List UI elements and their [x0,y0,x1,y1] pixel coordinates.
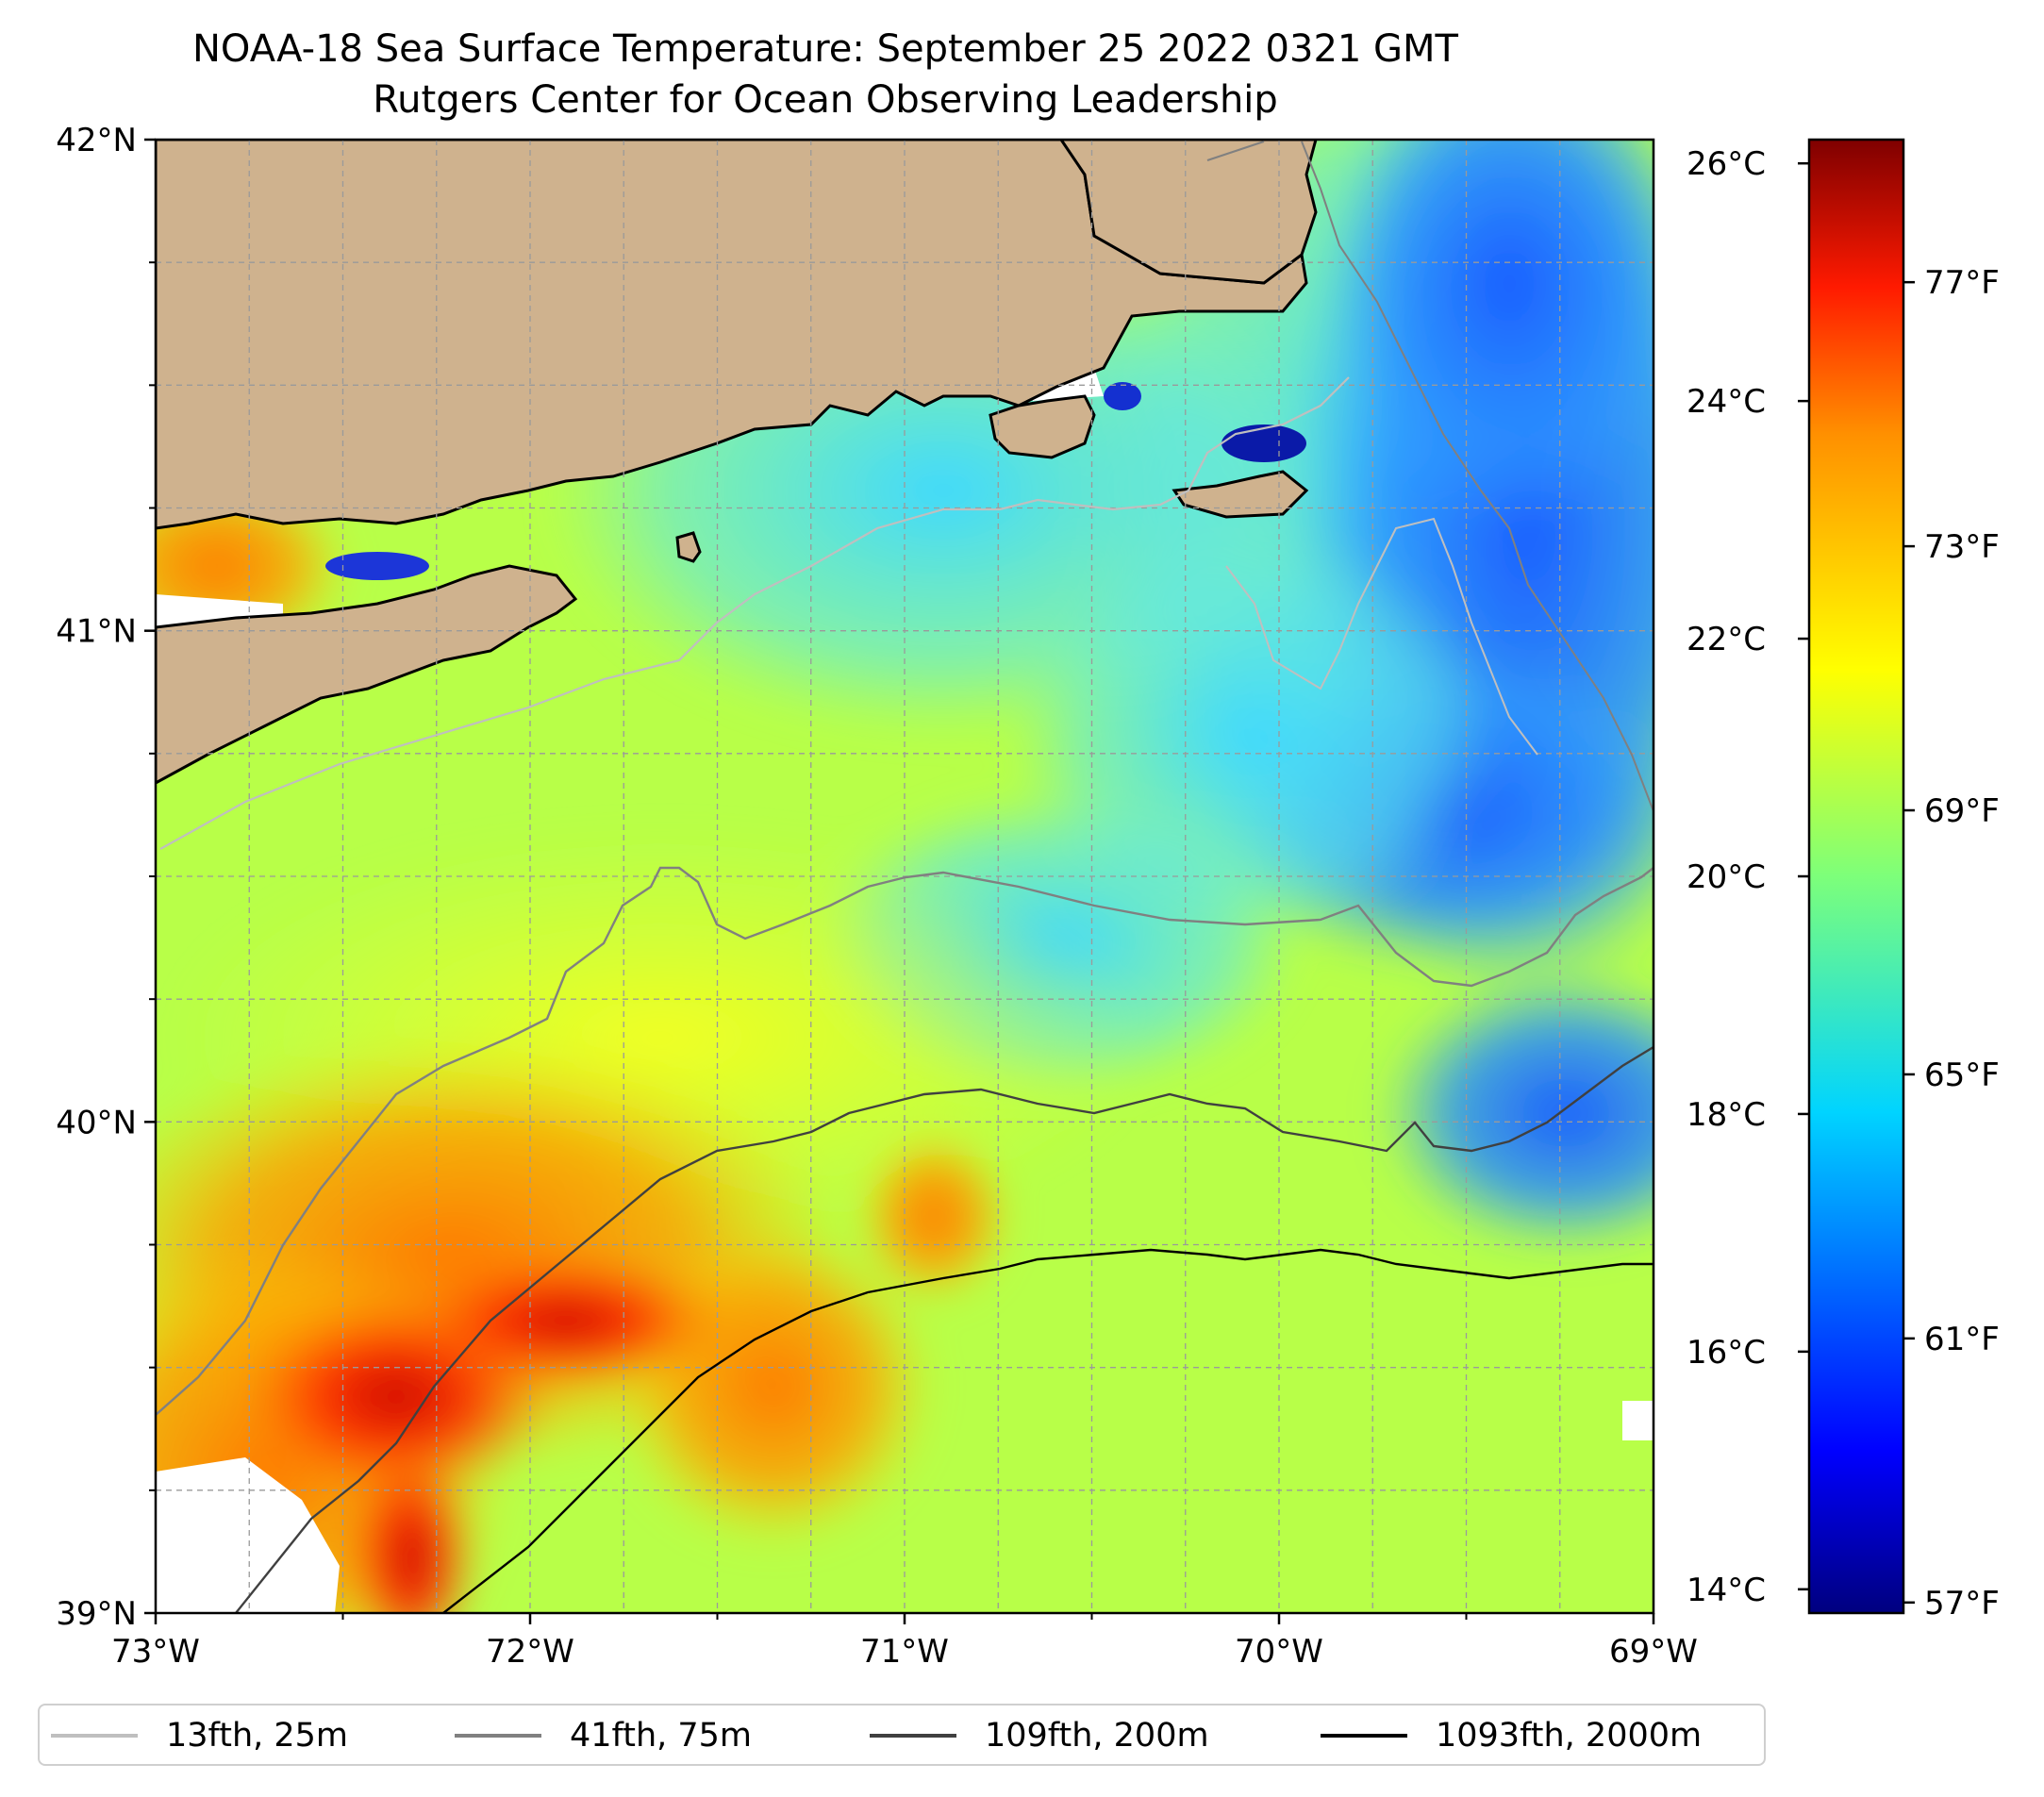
legend-swatch-200m [870,1734,956,1738]
land-nantucket [1172,470,1309,519]
celsius-tick-label: 18°C [1687,1096,1766,1134]
legend-swatch-2000m [1321,1734,1407,1738]
celsius-tick-label: 24°C [1687,383,1766,421]
lat-tick-label: 42°N [56,122,137,159]
land [156,140,1318,785]
cold-spot-nantucket [1221,424,1306,462]
celsius-tick-label: 20°C [1687,858,1766,896]
land-cape-cod [1059,140,1318,285]
contour-200m [235,1045,1653,1613]
celsius-tick-label: 14°C [1687,1572,1766,1609]
legend-swatch-75m [455,1734,541,1738]
land-block-island [675,531,702,563]
legend-item-75m: 41fth, 75m [455,1715,752,1756]
lon-tick-label: 69°W [1609,1633,1698,1671]
colorbar-fahrenheit-ticks: 77°F 73°F 69°F 65°F 61°F 57°F [1903,264,2000,1622]
map-title: NOAA-18 Sea Surface Temperature: Septemb… [192,27,1458,71]
celsius-tick-label: 16°C [1687,1334,1766,1372]
longitude-axis: 73°W 72°W 71°W 70°W 69°W [111,1613,1698,1671]
legend-item-200m: 109fth, 200m [870,1715,1209,1756]
cold-spot-long-island-sound-east [325,552,429,580]
cold-spot-vineyard [1104,382,1141,410]
lon-tick-label: 70°W [1235,1633,1323,1671]
legend-label-200m: 109fth, 200m [985,1717,1209,1755]
fahrenheit-tick-label: 69°F [1924,792,2000,830]
contour-75m-georges [1206,141,1653,812]
legend-swatch-25m [51,1734,138,1738]
legend-label-75m: 41fth, 75m [570,1717,753,1755]
lat-tick-label: 39°N [56,1595,137,1633]
cloud-mask-southwest [156,1457,340,1613]
depth-contours [156,141,1653,1613]
lat-tick-label: 40°N [56,1104,137,1141]
lon-tick-label: 71°W [860,1633,949,1671]
legend-label-25m: 13fth, 25m [166,1717,349,1755]
gridlines [156,140,1653,1613]
land-long-island [156,564,578,785]
cloud-mask-east [1622,1401,1653,1440]
land-marthas-vineyard [989,394,1096,459]
contour-75m [156,866,1653,1416]
fahrenheit-tick-label: 73°F [1924,528,2000,566]
celsius-tick-label: 22°C [1687,621,1766,658]
contour-25m [159,376,1350,850]
colorbar-gradient [1807,138,1905,1615]
celsius-tick-label: 26°C [1687,145,1766,183]
map-subtitle: Rutgers Center for Ocean Observing Leade… [373,78,1278,122]
fahrenheit-tick-label: 57°F [1924,1585,2000,1622]
legend-item-2000m: 1093fth, 2000m [1321,1715,1702,1756]
legend-label-2000m: 1093fth, 2000m [1436,1717,1703,1755]
contour-25m-shoals [1225,517,1538,756]
contour-2000m [442,1248,1653,1613]
lon-tick-label: 73°W [111,1633,200,1671]
legend-item-25m: 13fth, 25m [51,1715,348,1756]
lat-tick-label: 41°N [56,613,137,651]
colorbar: 26°C 24°C 22°C 20°C 18°C 16°C 14°C 77°F 73°F 69°… [1687,138,2000,1622]
fahrenheit-tick-label: 61°F [1924,1321,2000,1358]
fahrenheit-tick-label: 65°F [1924,1057,2000,1094]
colorbar-celsius-ticks: 26°C 24°C 22°C 20°C 18°C 16°C 14°C [1687,145,1809,1609]
fahrenheit-tick-label: 77°F [1924,264,2000,302]
depth-legend: 13fth, 25m 41fth, 75m 109fth, 200m 1093f… [38,1704,1766,1766]
latitude-axis: 42°N 41°N 40°N 39°N [56,122,156,1633]
lon-tick-label: 72°W [486,1633,574,1671]
